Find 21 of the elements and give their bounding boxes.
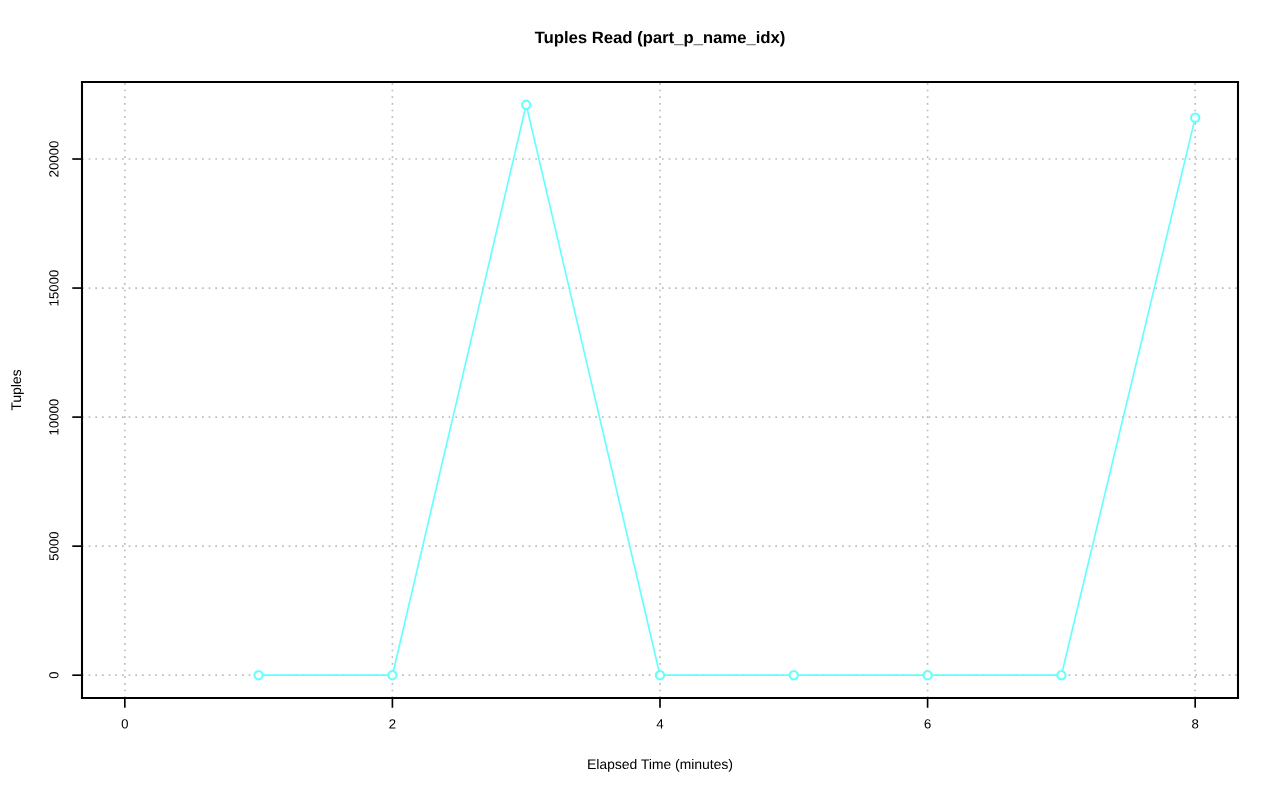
y-tick-label: 10000 [49, 399, 59, 435]
x-tick-label: 6 [924, 719, 931, 729]
y-tick-label: 20000 [49, 141, 59, 177]
point [922, 669, 933, 681]
y-tick-label: 5000 [49, 531, 59, 561]
point [1056, 669, 1067, 681]
y-tick-label: 15000 [49, 270, 59, 306]
point [654, 669, 666, 681]
point [521, 99, 532, 111]
x-axis-title: Elapsed Time (minutes) [588, 758, 733, 772]
chart-title: Tuples Read (part_p_name_idx) [534, 31, 785, 47]
x-tick-label: 8 [1192, 719, 1199, 729]
point [253, 669, 264, 681]
x-tick-label: 4 [656, 719, 664, 729]
point [788, 669, 799, 681]
x-tick-label: 0 [121, 719, 128, 729]
y-axis-title: Tuples [10, 369, 24, 411]
point [1189, 112, 1201, 123]
point [387, 669, 398, 681]
y-tick-label: 0 [49, 672, 59, 679]
x-tick-label: 2 [389, 719, 396, 729]
